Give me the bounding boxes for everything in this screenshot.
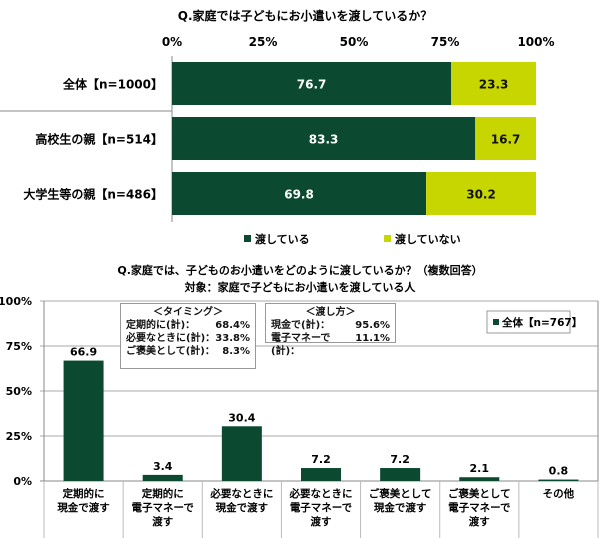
annotation-row: 現金で(計)： 95.6% [271,319,390,332]
method-title: ＜渡し方＞ [305,307,356,318]
annotation-value: 11.1% [355,333,390,344]
x-tick-label: 50% [340,35,369,49]
y-tick-label: 50% [6,385,32,398]
bar [142,474,183,481]
annotation-value: 95.6% [355,320,390,331]
legend-label: 渡している [255,232,310,246]
category-label: 渡す [311,515,332,528]
category-label: ご褒美として [369,487,432,500]
x-tick-label: 75% [431,35,460,49]
data-label: 76.7 [297,78,327,92]
bar [301,468,341,481]
data-label: 2.1 [470,462,490,475]
x-tick-label: 25% [249,35,278,49]
annotation-value: 33.8% [215,333,250,344]
category-label: 渡す [152,515,173,528]
bar-giving [172,117,476,160]
category-label: 渡す [469,515,490,528]
annotation-label: 定期的に(計)： [126,320,196,331]
annotation-value: 68.4% [215,320,250,331]
data-label: 66.9 [70,346,97,359]
legend-box [486,310,571,334]
category-label: 必要なときに [289,487,353,500]
y-tick-label: 25% [6,430,32,443]
category-label: 大学生等の親【n=486】 [23,187,163,202]
method-annotation-box: ＜渡し方＞ 現金で(計)： 95.6% 電子マネーで(計)： 11.1% [265,303,396,357]
bar-giving [172,172,427,215]
legend-label: 渡していない [395,232,461,246]
timing-title: ＜タイミング＞ [153,307,223,318]
bar [459,477,500,481]
chart2-subtitle: 対象：家庭で子どもにお小遣いを渡している人 [184,280,417,294]
category-label: 電子マネーで [290,502,353,514]
category-label: 電子マネーで [448,502,511,514]
legend-swatch [384,235,391,242]
category-label: 現金で渡す [374,501,427,514]
data-label: 83.3 [309,133,339,147]
legend-swatch [244,235,251,242]
annotation-row: 必要なときに(計)： 33.8% [126,332,250,345]
bar [63,360,104,481]
timing-annotation-box: ＜タイミング＞ 定期的に(計)： 68.4% 必要なときに(計)： 33.8% ご褒美と… [120,303,256,369]
chart1-title: Q.家庭では子どもにお小遣いを渡しているか？ [178,8,432,23]
data-label: 69.8 [284,188,314,202]
annotation-label: ご褒美として(計)： [126,346,215,357]
annotation-label: 電子マネーで(計)： [271,333,331,357]
annotation-label: 必要なときに(計)： [126,333,216,344]
bar [538,479,579,481]
category-label: 現金で渡す [57,501,110,514]
legend-swatch [493,319,499,325]
data-label: 7.2 [390,453,410,466]
category-label: 電子マネーで [132,502,195,514]
bar [221,426,262,481]
bar-not-giving [426,172,536,215]
annotation-value: 8.3% [222,346,250,357]
annotation-label: 現金で(計)： [271,320,331,331]
annotation-row: 定期的に(計)： 68.4% [126,319,250,332]
y-tick-label: 75% [6,340,32,353]
bar-giving [172,62,452,105]
y-tick-label: 0% [13,475,32,488]
category-label: その他 [543,487,575,500]
data-label: 3.4 [153,460,173,473]
bar [380,468,421,481]
category-label: ご褒美として [448,487,511,500]
category-label: 必要なときに [209,487,273,500]
x-tick-label: 100% [517,35,554,49]
data-label: 0.8 [549,465,569,478]
y-tick-label: 100% [0,295,32,308]
annotation-row: ご褒美として(計)： 8.3% [126,345,250,358]
data-label: 23.3 [479,78,509,92]
data-label: 30.2 [466,188,496,202]
category-label: 定期的に [62,487,105,500]
category-label: 全体【n=1000】 [62,77,163,92]
bar-not-giving [475,117,536,160]
data-label: 16.7 [491,133,521,147]
category-label: 高校生の親【n=514】 [35,132,163,147]
chart2-title: Q.家庭では、子どものお小遣いをどのように渡しているか？（複数回答） [117,263,482,277]
data-label: 7.2 [311,453,331,466]
legend-label: 全体【n=767】 [501,316,582,329]
annotation-row: 電子マネーで(計)： 11.1% [271,332,390,358]
data-label: 30.4 [228,411,255,424]
x-tick-label: 0% [162,35,182,49]
category-label: 現金で渡す [216,501,269,514]
category-label: 定期的に [141,487,184,500]
bar-not-giving [451,62,536,105]
